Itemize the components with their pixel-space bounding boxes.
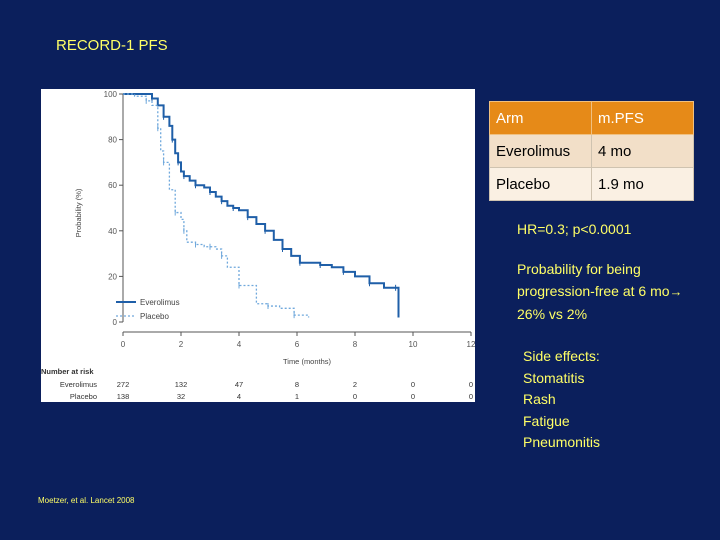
x-tick-label: 12 [467, 340, 475, 349]
x-tick-label: 6 [295, 340, 300, 349]
x-tick-label: 4 [237, 340, 242, 349]
table-header-arm: Arm [489, 101, 592, 135]
table-header-mpfs: m.PFS [591, 101, 694, 135]
risk-value: 4 [237, 392, 241, 401]
table-cell: 4 mo [591, 134, 694, 168]
risk-value: 0 [411, 380, 415, 389]
risk-value: 47 [235, 380, 243, 389]
x-tick-label: 8 [353, 340, 358, 349]
table-row: Placebo 1.9 mo [489, 167, 694, 201]
list-item: Pneumonitis [523, 434, 601, 450]
hazard-ratio-text: HR=0.3; p<0.0001 [517, 221, 632, 237]
mpfs-table: Arm m.PFS Everolimus 4 mo Placebo 1.9 mo [489, 101, 694, 201]
risk-value: 2 [353, 380, 357, 389]
probability-text-line2: 26% vs 2% [517, 306, 588, 322]
km-plot-panel: 0 20 40 60 80 100 0 2 4 6 8 10 12 Time (months) Probab… [41, 89, 475, 402]
x-tick-label: 2 [179, 340, 184, 349]
table-cell: 1.9 mo [591, 167, 694, 201]
side-effects-title: Side effects: [523, 348, 600, 364]
risk-value: 0 [411, 392, 415, 401]
x-axis-label: Time (months) [283, 357, 332, 366]
risk-value: 0 [469, 392, 473, 401]
probability-text: Probability for being progression-free a… [517, 258, 707, 325]
x-tick-label: 0 [121, 340, 126, 349]
y-tick-label: 20 [108, 272, 117, 281]
risk-value: 138 [117, 392, 130, 401]
risk-value: 0 [353, 392, 357, 401]
arrow-right-icon: → [669, 284, 683, 299]
citation: Moetzer, et al. Lancet 2008 [38, 496, 135, 505]
list-item: Rash [523, 391, 556, 407]
y-tick-label: 100 [104, 90, 118, 99]
risk-table-label: Number at risk [41, 367, 94, 376]
legend-label: Everolimus [140, 298, 180, 307]
y-tick-label: 40 [108, 227, 117, 236]
risk-value: 1 [295, 392, 299, 401]
probability-text-line1: Probability for being progression-free a… [517, 261, 670, 299]
series-line-everolimus [123, 93, 400, 318]
y-axis-label: Probability (%) [74, 188, 83, 237]
risk-value: 272 [117, 380, 130, 389]
risk-value: 8 [295, 380, 299, 389]
risk-row-label: Placebo [70, 392, 97, 401]
risk-value: 0 [469, 380, 473, 389]
legend-label: Placebo [140, 312, 169, 321]
y-tick-label: 0 [113, 318, 118, 327]
list-item: Stomatitis [523, 369, 585, 386]
series-line-placebo [123, 93, 310, 318]
x-tick-label: 10 [409, 340, 418, 349]
risk-row-label: Everolimus [60, 380, 97, 389]
list-item: Fatigue [523, 412, 570, 429]
table-cell: Placebo [489, 167, 592, 201]
table-row: Everolimus 4 mo [489, 134, 694, 168]
slide-title: RECORD-1 PFS [56, 37, 168, 54]
risk-value: 132 [175, 380, 188, 389]
side-effects-list: Side effects: Stomatitis Rash Fatigue Pn… [523, 346, 600, 454]
y-tick-label: 60 [108, 181, 117, 190]
risk-value: 32 [177, 392, 185, 401]
table-cell: Everolimus [489, 134, 592, 168]
y-tick-label: 80 [108, 136, 117, 145]
table-header-row: Arm m.PFS [489, 101, 694, 135]
